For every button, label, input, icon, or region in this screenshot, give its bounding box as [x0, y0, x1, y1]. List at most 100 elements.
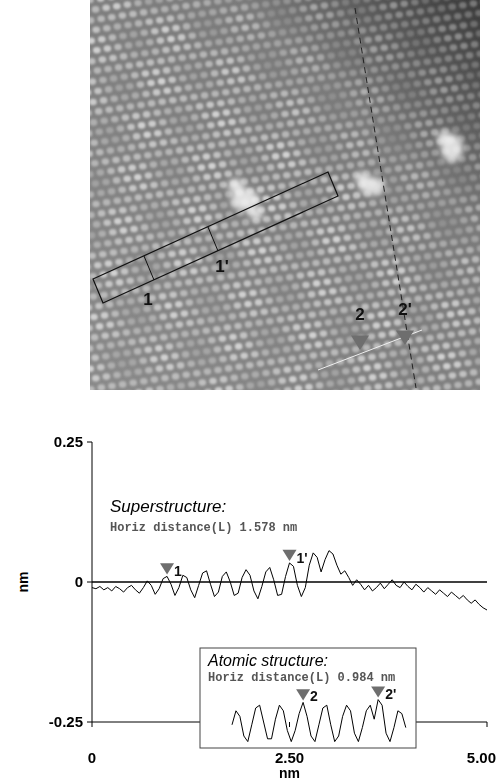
- atom: [354, 59, 362, 66]
- atom: [181, 157, 189, 164]
- atom: [235, 343, 243, 350]
- atom: [257, 186, 265, 193]
- atom: [340, 286, 348, 293]
- profile-box: [93, 172, 338, 303]
- atom: [396, 380, 404, 387]
- atom: [278, 183, 286, 190]
- atom: [413, 234, 421, 241]
- atom: [285, 233, 293, 240]
- atom: [92, 27, 100, 34]
- atom: [272, 327, 280, 334]
- x-tick-label: 0: [88, 749, 96, 766]
- atom: [472, 256, 480, 263]
- atom: [384, 362, 392, 369]
- atom: [273, 389, 281, 391]
- atom: [262, 175, 270, 182]
- atom: [132, 113, 140, 120]
- atom: [474, 143, 480, 150]
- atom: [195, 62, 203, 69]
- atom: [251, 351, 259, 358]
- atom: [236, 15, 244, 22]
- atom: [425, 294, 433, 301]
- atom: [92, 6, 100, 13]
- atom: [372, 107, 380, 114]
- atom: [240, 158, 248, 165]
- atom: [160, 160, 168, 167]
- atom: [449, 219, 457, 226]
- atom: [257, 12, 265, 19]
- atom: [282, 152, 290, 159]
- atom: [334, 82, 342, 89]
- atom: [416, 336, 424, 343]
- atom: [384, 167, 392, 174]
- stm-image: [90, 0, 480, 390]
- atom: [275, 81, 283, 88]
- atom: [471, 236, 479, 243]
- atom: [90, 304, 92, 311]
- atom: [207, 296, 215, 303]
- atom: [455, 33, 463, 40]
- atom: [429, 242, 437, 249]
- atom: [379, 4, 387, 11]
- atom: [319, 136, 327, 143]
- atom: [191, 135, 199, 142]
- atom: [115, 238, 123, 245]
- atom: [99, 251, 107, 258]
- atom: [419, 90, 427, 97]
- atom: [102, 353, 110, 360]
- atom: [412, 214, 420, 221]
- atom: [366, 293, 374, 300]
- atom: [305, 15, 313, 22]
- atom: [214, 172, 222, 179]
- atom: [448, 178, 456, 185]
- atom: [97, 15, 105, 22]
- atom: [430, 109, 438, 116]
- atom: [223, 130, 231, 137]
- image-label: 1': [215, 257, 229, 276]
- atom: [408, 71, 416, 78]
- atom: [105, 107, 113, 114]
- atom: [355, 274, 363, 281]
- atom: [181, 331, 189, 338]
- atom: [268, 379, 276, 386]
- atom: [139, 358, 147, 365]
- atom: [415, 142, 423, 149]
- atom: [239, 291, 247, 298]
- atom: [100, 118, 108, 125]
- atom: [425, 99, 433, 106]
- atom: [246, 362, 254, 369]
- atom: [279, 224, 287, 231]
- atom: [393, 125, 401, 132]
- atom: [388, 136, 396, 143]
- atom: [223, 109, 231, 116]
- atom: [215, 39, 223, 46]
- atom: [176, 147, 184, 154]
- atom: [158, 252, 166, 259]
- atom: [389, 330, 397, 337]
- atom: [90, 171, 94, 178]
- atom: [371, 87, 379, 94]
- atom: [455, 54, 463, 61]
- atom: [95, 303, 103, 310]
- atom: [158, 99, 166, 106]
- atom: [395, 186, 403, 193]
- atom: [299, 6, 307, 13]
- atom: [399, 134, 407, 141]
- atom: [423, 212, 431, 219]
- atom: [475, 184, 480, 191]
- atom: [179, 75, 187, 82]
- atom: [373, 169, 381, 176]
- atom: [444, 230, 452, 237]
- atom: [169, 97, 177, 104]
- atom: [463, 145, 471, 152]
- atom: [127, 124, 135, 131]
- atom: [392, 63, 400, 70]
- atom: [230, 6, 238, 13]
- atom: [207, 122, 215, 129]
- atom: [97, 364, 105, 371]
- atom: [446, 117, 454, 124]
- atom: [90, 140, 98, 147]
- plot-lines: [92, 551, 487, 610]
- marker-triangle: [160, 563, 174, 574]
- atom: [177, 362, 185, 369]
